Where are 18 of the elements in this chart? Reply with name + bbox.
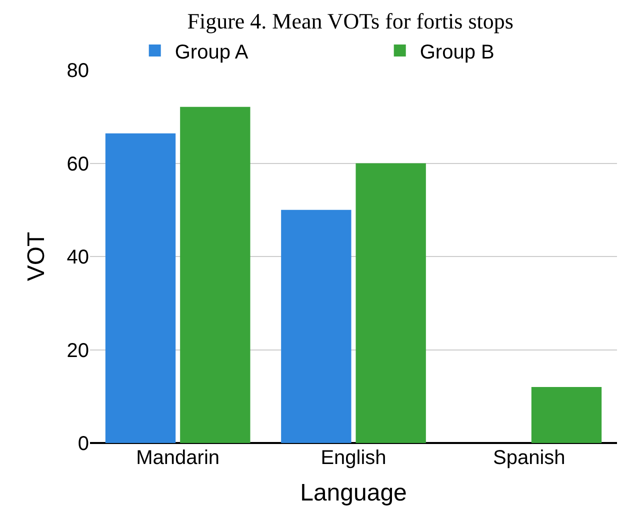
y-tick-label: 80 [66, 60, 89, 82]
bar [356, 163, 426, 443]
legend-label: Group B [420, 41, 494, 64]
x-tick-label: English [320, 447, 386, 469]
y-tick-label: 20 [66, 340, 89, 362]
y-tick-label: 60 [66, 153, 89, 176]
x-tick-label: Spanish [493, 447, 566, 469]
bar [281, 210, 352, 443]
x-tick-label: Mandarin [136, 447, 220, 469]
legend-label: Group A [174, 41, 249, 64]
y-axis-title: VOT [22, 231, 50, 282]
y-tick-label: 0 [78, 433, 89, 455]
y-tick-label: 40 [66, 246, 89, 268]
x-axis-title: Language [300, 479, 407, 506]
bar [180, 106, 250, 443]
bar [531, 387, 602, 443]
chart-title: Figure 4. Mean VOTs for fortis stops [187, 8, 514, 34]
bar [105, 133, 176, 443]
